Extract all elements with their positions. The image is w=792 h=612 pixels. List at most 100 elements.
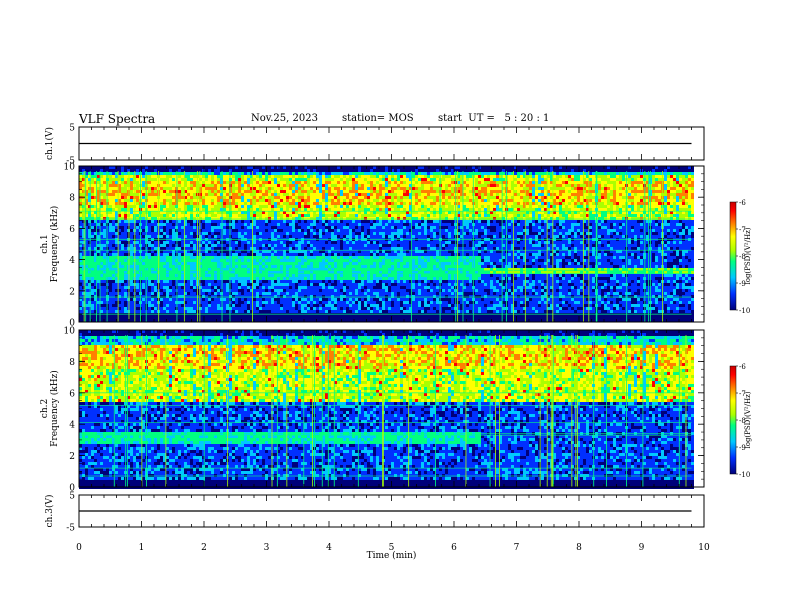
spectrogram-cell	[100, 211, 103, 214]
spectrogram-cell	[310, 271, 313, 274]
spectrogram-cell	[358, 223, 361, 226]
spectrogram-cell	[97, 265, 100, 268]
spectrogram-cell	[106, 298, 109, 301]
spectrogram-cell	[136, 190, 139, 193]
spectrogram-cell	[325, 196, 328, 199]
spectrogram-cell	[220, 256, 223, 259]
spectrogram-cell	[154, 181, 157, 184]
spectrogram-cell	[274, 214, 277, 217]
spectrogram-cell	[106, 271, 109, 274]
spectrogram-cell	[283, 256, 286, 259]
spectrogram-cell	[184, 193, 187, 196]
spectrogram-cell	[169, 268, 172, 271]
spectrogram-cell	[322, 298, 325, 301]
spectrogram-cell	[241, 292, 244, 295]
spectrogram-cell	[148, 250, 151, 253]
spectrogram-cell	[154, 298, 157, 301]
spectrogram-cell	[118, 226, 121, 229]
spectrogram-cell	[241, 274, 244, 277]
spectrogram-cell	[268, 244, 271, 247]
spectrogram-cell	[358, 235, 361, 238]
spectrogram-cell	[112, 259, 115, 262]
spectrogram-cell	[166, 217, 169, 220]
spectrogram-cell	[334, 175, 337, 178]
spectrogram-cell	[277, 220, 280, 223]
spectrogram-cell	[172, 289, 175, 292]
spectrogram-cell	[307, 289, 310, 292]
spectrogram-cell	[79, 208, 82, 211]
spectrogram-cell	[319, 214, 322, 217]
spectrogram-cell	[88, 205, 91, 208]
spectrogram-cell	[301, 265, 304, 268]
spectrogram-cell	[340, 205, 343, 208]
spectrogram-cell	[169, 184, 172, 187]
spectrogram-cell	[304, 259, 307, 262]
spectrogram-cell	[331, 250, 334, 253]
spectrogram-cell	[346, 268, 349, 271]
spectrogram-cell	[277, 307, 280, 310]
spectrogram-cell	[91, 166, 94, 169]
spectrogram-cell	[208, 220, 211, 223]
spectrogram-cell	[307, 208, 310, 211]
spectrogram-cell	[130, 274, 133, 277]
spectrogram-cell	[346, 169, 349, 172]
spectrogram-cell	[154, 307, 157, 310]
spectrogram-cell	[193, 184, 196, 187]
spectrogram-cell	[190, 235, 193, 238]
spectrogram-cell	[187, 286, 190, 289]
spectrogram-cell	[256, 187, 259, 190]
spectrogram-cell	[259, 262, 262, 265]
spectrogram-cell	[82, 232, 85, 235]
spectrogram-cell	[154, 199, 157, 202]
spectrogram-cell	[223, 169, 226, 172]
spectrogram-cell	[166, 253, 169, 256]
spectrogram-cell	[268, 250, 271, 253]
spectrogram-cell	[319, 319, 322, 322]
spectrogram-cell	[220, 184, 223, 187]
spectrogram-cell	[331, 262, 334, 265]
spectrogram-cell	[169, 220, 172, 223]
spectrogram-cell	[112, 223, 115, 226]
spectrogram-cell	[328, 301, 331, 304]
spectrogram-cell	[340, 247, 343, 250]
spectrogram-cell	[142, 196, 145, 199]
spectrogram-cell	[346, 250, 349, 253]
spectrogram-cell	[181, 295, 184, 298]
spectrogram-cell	[97, 262, 100, 265]
spectrogram-cell	[325, 283, 328, 286]
spectrogram-cell	[271, 214, 274, 217]
spectrogram-cell	[310, 250, 313, 253]
spectrogram-cell	[211, 217, 214, 220]
spectrogram-cell	[328, 217, 331, 220]
spectrogram-cell	[202, 310, 205, 313]
spectrogram-cell	[298, 196, 301, 199]
spectrogram-cell	[349, 250, 352, 253]
spectrogram-cell	[193, 283, 196, 286]
spectrogram-cell	[163, 172, 166, 175]
spectrogram-cell	[79, 244, 82, 247]
spectrogram-cell	[298, 274, 301, 277]
spectrogram-cell	[358, 289, 361, 292]
spectrogram-cell	[247, 271, 250, 274]
spectrogram-cell	[199, 181, 202, 184]
spectrogram-cell	[217, 250, 220, 253]
spectrogram-cell	[172, 190, 175, 193]
spectrogram-cell	[214, 304, 217, 307]
spectrogram-cell	[307, 292, 310, 295]
spectrogram-cell	[178, 214, 181, 217]
spectrogram-cell	[112, 250, 115, 253]
spectrogram-cell	[271, 211, 274, 214]
spectrogram-cell	[226, 244, 229, 247]
spectrogram-cell	[268, 304, 271, 307]
spectrogram-cell	[124, 250, 127, 253]
spectrogram-cell	[346, 283, 349, 286]
spectrogram-cell	[298, 235, 301, 238]
spectrogram-cell	[85, 175, 88, 178]
spectrogram-cell	[121, 208, 124, 211]
spectrogram-cell	[130, 184, 133, 187]
spectrogram-cell	[91, 223, 94, 226]
spectrogram-cell	[163, 232, 166, 235]
spectrogram-cell	[289, 205, 292, 208]
spectrogram-cell	[256, 253, 259, 256]
spectrogram-cell	[313, 169, 316, 172]
